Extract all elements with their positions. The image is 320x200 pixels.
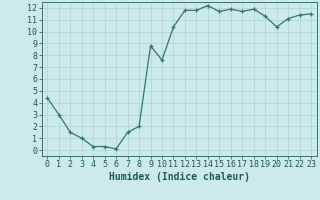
X-axis label: Humidex (Indice chaleur): Humidex (Indice chaleur) bbox=[109, 172, 250, 182]
